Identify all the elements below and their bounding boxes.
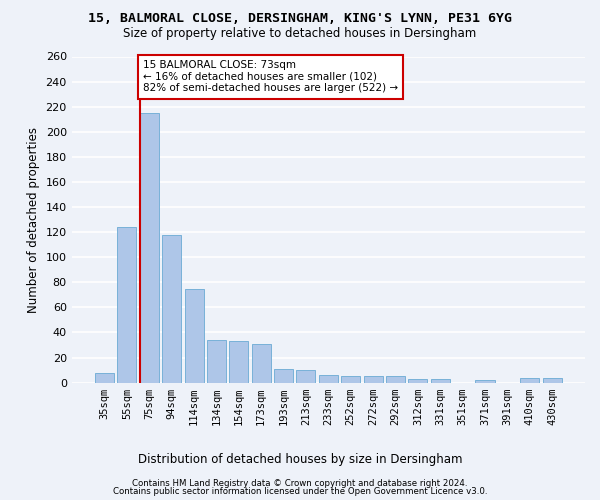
Bar [364, 376, 383, 382]
Text: 15, BALMORAL CLOSE, DERSINGHAM, KING'S LYNN, PE31 6YG: 15, BALMORAL CLOSE, DERSINGHAM, KING'S L… [88, 12, 512, 26]
Text: Contains public sector information licensed under the Open Government Licence v3: Contains public sector information licen… [113, 487, 487, 496]
Bar [140, 113, 159, 382]
Bar [409, 379, 427, 382]
Bar [207, 340, 226, 382]
Bar [542, 378, 562, 382]
Bar [341, 376, 360, 382]
Bar [386, 376, 405, 382]
Bar [296, 370, 316, 382]
Text: Distribution of detached houses by size in Dersingham: Distribution of detached houses by size … [138, 452, 462, 466]
Bar [229, 341, 248, 382]
Bar [162, 234, 181, 382]
Y-axis label: Number of detached properties: Number of detached properties [27, 126, 40, 312]
Bar [274, 369, 293, 382]
Text: Size of property relative to detached houses in Dersingham: Size of property relative to detached ho… [124, 28, 476, 40]
Bar [185, 288, 203, 382]
Text: Contains HM Land Registry data © Crown copyright and database right 2024.: Contains HM Land Registry data © Crown c… [132, 478, 468, 488]
Bar [95, 372, 114, 382]
Bar [520, 378, 539, 382]
Text: 15 BALMORAL CLOSE: 73sqm
← 16% of detached houses are smaller (102)
82% of semi-: 15 BALMORAL CLOSE: 73sqm ← 16% of detach… [143, 60, 398, 94]
Bar [251, 344, 271, 383]
Bar [475, 380, 494, 382]
Bar [431, 379, 450, 382]
Bar [319, 375, 338, 382]
Bar [118, 227, 136, 382]
